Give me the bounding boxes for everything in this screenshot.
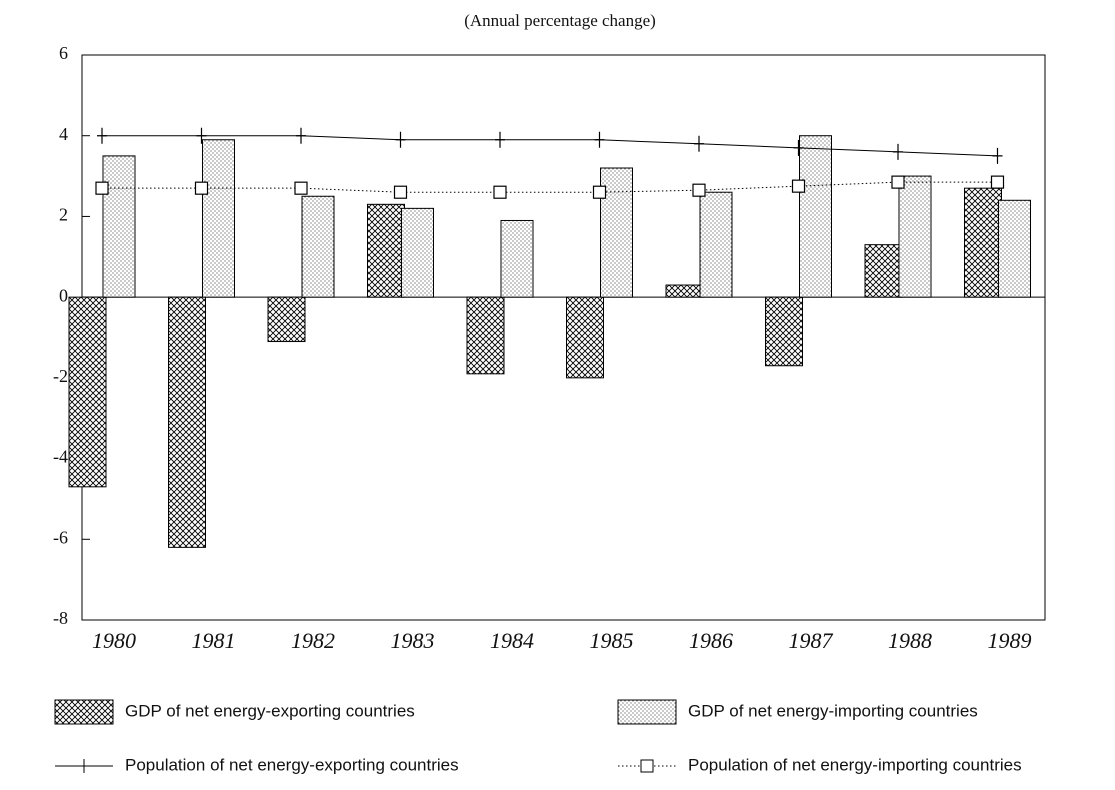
marker-plus [296,127,306,144]
bar [466,296,505,375]
bar [665,284,704,298]
marker-plus [594,131,605,148]
marker-square [791,179,806,193]
bar [102,155,136,298]
marker-square [990,175,1005,189]
legend-swatch [617,699,677,725]
bar [202,139,235,298]
marker-square [393,185,408,199]
bar [566,296,604,379]
x-tick-label: 1988 [888,628,932,653]
marker-plus [97,127,107,144]
bar [267,296,306,343]
legend-label: GDP of net energy-importing countries [688,701,978,720]
marker-square [294,181,308,195]
bar [401,207,434,298]
marker-square [891,175,905,189]
bar [898,175,932,298]
y-tick-label: -2 [53,366,68,386]
legend-marker [640,759,654,773]
marker-plus [694,135,704,152]
bar [68,296,107,488]
x-tick-label: 1981 [192,628,236,653]
x-tick-label: 1982 [291,628,335,653]
marker-square [95,181,109,195]
bar [964,187,1002,298]
y-tick-label: 4 [59,124,68,144]
bar [367,203,405,298]
bar [799,135,832,298]
x-tick-label: 1980 [92,628,136,653]
x-tick-label: 1987 [789,628,834,653]
legend-swatch [54,699,114,725]
bar [301,195,335,298]
marker-plus [196,127,207,144]
x-tick-label: 1984 [490,628,534,653]
line [102,135,998,157]
legend-label: GDP of net energy-exporting countries [125,701,415,720]
marker-square [493,185,507,199]
bar [168,296,206,548]
x-tick-label: 1986 [689,628,733,653]
y-tick-label: 0 [59,285,68,305]
marker-plus [495,131,505,148]
legend-label: Population of net energy-exporting count… [125,755,459,774]
bar [765,296,803,367]
marker-square [194,181,209,195]
marker-plus [992,147,1003,164]
bar [998,199,1031,298]
marker-plus [893,143,903,160]
marker-plus [395,131,406,148]
x-tick-label: 1983 [391,628,435,653]
line [102,181,998,193]
legend-label: Population of net energy-importing count… [688,755,1022,774]
bar [864,244,903,298]
x-tick-label: 1989 [988,628,1032,653]
y-tick-label: 2 [59,205,68,225]
y-tick-label: 6 [59,43,68,63]
y-tick-label: -4 [53,447,68,467]
marker-square [592,185,607,199]
x-tick-label: 1985 [590,628,634,653]
y-tick-label: -6 [53,527,68,547]
bar [600,167,633,298]
bar [699,191,733,298]
y-tick-label: -8 [53,608,68,628]
marker-square [692,183,706,197]
chart-subtitle: (Annual percentage change) [464,11,656,30]
bar [500,219,534,298]
marker-plus [793,139,804,156]
